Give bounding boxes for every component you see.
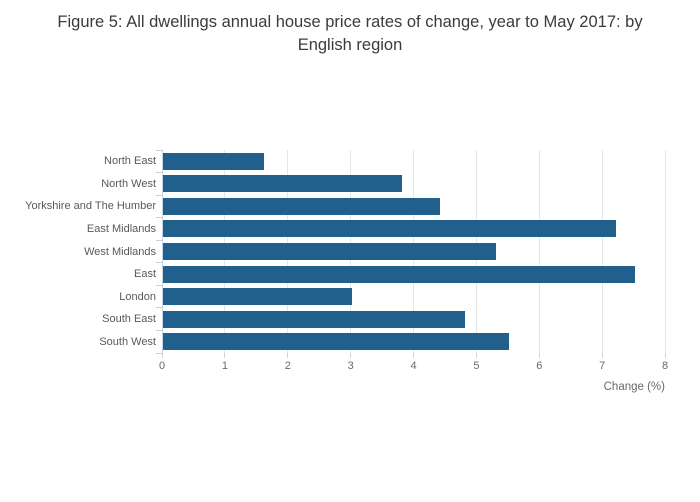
- x-axis-tick-mark: [601, 353, 603, 358]
- y-category-label: South West: [99, 335, 156, 348]
- bar-east-midlands: [163, 220, 616, 238]
- bar-west-midlands: [163, 243, 497, 260]
- grid-line: [538, 150, 540, 353]
- x-axis-tick-mark: [224, 353, 226, 358]
- y-category-label: North East: [104, 155, 156, 168]
- y-category-label: East Midlands: [86, 222, 156, 235]
- y-axis-tick-mark: [156, 329, 162, 331]
- y-axis-tick-mark: [156, 217, 162, 219]
- x-tick-label: 0: [158, 360, 166, 372]
- bar-south-east: [163, 310, 465, 328]
- x-axis-tick-mark: [350, 353, 352, 358]
- x-tick-label: 7: [599, 360, 606, 372]
- bar-north-west: [163, 175, 402, 193]
- x-axis-tick-mark: [538, 353, 540, 358]
- y-axis-tick-mark: [156, 149, 162, 151]
- y-category-label: West Midlands: [84, 245, 156, 258]
- bar-yorkshire-and-the-humber: [163, 197, 440, 215]
- y-category-label: London: [119, 290, 156, 303]
- x-axis-tick-mark: [161, 353, 163, 358]
- x-tick-label: 8: [661, 360, 669, 372]
- x-tick-label: 3: [347, 360, 354, 372]
- y-axis-tick-mark: [156, 239, 162, 241]
- y-axis-tick-mark: [156, 194, 162, 196]
- bar-london: [163, 288, 352, 306]
- y-axis-tick-mark: [156, 262, 162, 264]
- x-axis-tick-mark: [413, 353, 414, 358]
- x-tick-label: 1: [221, 360, 228, 372]
- grid-line: [664, 150, 666, 353]
- bar-north-east: [163, 152, 264, 170]
- y-category-label: East: [133, 268, 156, 281]
- y-axis-tick-mark: [156, 172, 162, 174]
- chart-title: Figure 5: All dwellings annual house pri…: [57, 13, 643, 54]
- x-tick-label: 6: [536, 360, 543, 372]
- x-axis-tick-mark: [475, 353, 477, 358]
- y-axis-tick-mark: [156, 352, 162, 354]
- y-axis-tick-mark: [156, 307, 162, 309]
- y-category-label: South East: [102, 313, 156, 326]
- x-tick-label: 4: [410, 360, 417, 372]
- x-tick-label: 5: [473, 360, 480, 372]
- x-tick-label: 2: [284, 360, 291, 372]
- x-axis-tick-mark: [287, 353, 289, 358]
- plot-area: [156, 149, 666, 358]
- grid-line: [601, 150, 603, 353]
- y-axis-tick-mark: [156, 284, 162, 286]
- x-axis-tick-mark: [664, 353, 666, 358]
- bar-south-west: [163, 333, 509, 351]
- bar-east: [163, 265, 635, 283]
- x-axis-title: Change (%): [603, 381, 665, 393]
- y-category-label: North West: [101, 177, 156, 190]
- y-axis-line: [162, 150, 163, 357]
- y-category-label: Yorkshire and The Humber: [25, 200, 156, 213]
